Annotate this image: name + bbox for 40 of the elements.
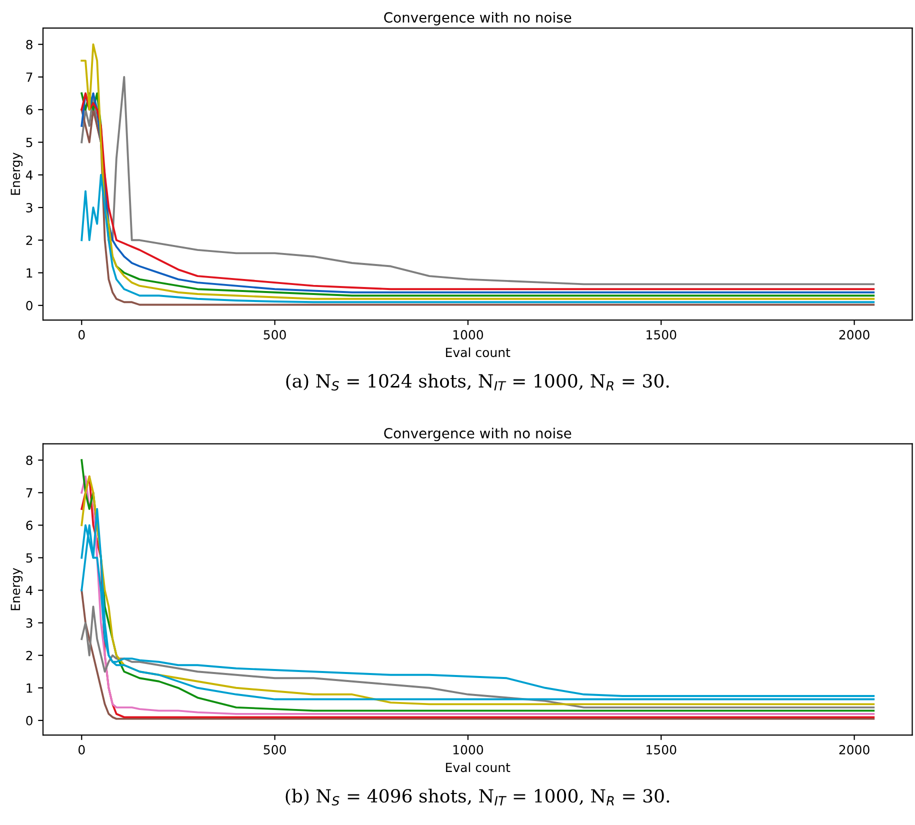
text: (a) N$_{S}$ = 1024 shots, N$_{IT}$ = 1000, N$_{R}$ = 30.	[286, 374, 669, 391]
x-tick-label: 1500	[646, 330, 676, 340]
y-tick-label: 0	[26, 300, 32, 310]
x-tick-label: 2000	[839, 745, 870, 754]
x-tick-label: 2000	[839, 330, 870, 340]
y-tick-label: 8	[26, 456, 32, 466]
text: (b) N$_{S}$ = 4096 shots, N$_{IT}$ = 1000, N$_{R}$ = 30.	[286, 788, 670, 806]
line-series	[80, 606, 875, 708]
y-tick-label: 1	[26, 268, 32, 278]
y-tick-label: 7	[26, 72, 32, 82]
y-tick-label: 3	[26, 618, 32, 628]
y-tick-label: 4	[26, 170, 33, 180]
x-axis-title: Eval count	[446, 762, 510, 772]
line-series	[80, 43, 875, 300]
y-tick-label: 5	[26, 553, 32, 563]
y-tick-label: 0	[26, 716, 32, 726]
x-axis-title: Eval count	[446, 347, 510, 358]
y-tick-label: 4	[26, 586, 33, 596]
y-axis-title: Energy	[10, 568, 23, 610]
y-tick-label: 2	[26, 236, 32, 245]
x-tick-label: 0	[78, 330, 85, 340]
y-tick-label: 8	[26, 40, 32, 50]
y-tick-label: 3	[26, 202, 32, 212]
line-series	[80, 589, 875, 720]
chart-title: Convergence with no noise	[384, 428, 572, 442]
x-tick-label: 0	[78, 745, 85, 754]
x-tick-label: 1500	[646, 745, 676, 754]
y-tick-label: 6	[26, 520, 32, 530]
x-tick-label: 500	[264, 330, 286, 340]
y-axis-title: Energy	[10, 152, 23, 195]
y-tick-label: 7	[26, 488, 32, 498]
x-tick-label: 1000	[453, 330, 484, 340]
y-tick-label: 5	[26, 138, 32, 148]
y-tick-label: 2	[26, 650, 32, 660]
chart-title: Convergence with no noise	[384, 12, 572, 26]
y-tick-label: 6	[26, 105, 32, 115]
line-series	[80, 174, 875, 304]
y-tick-label: 1	[26, 684, 32, 693]
x-tick-label: 500	[264, 745, 286, 754]
x-tick-label: 1000	[453, 745, 484, 754]
